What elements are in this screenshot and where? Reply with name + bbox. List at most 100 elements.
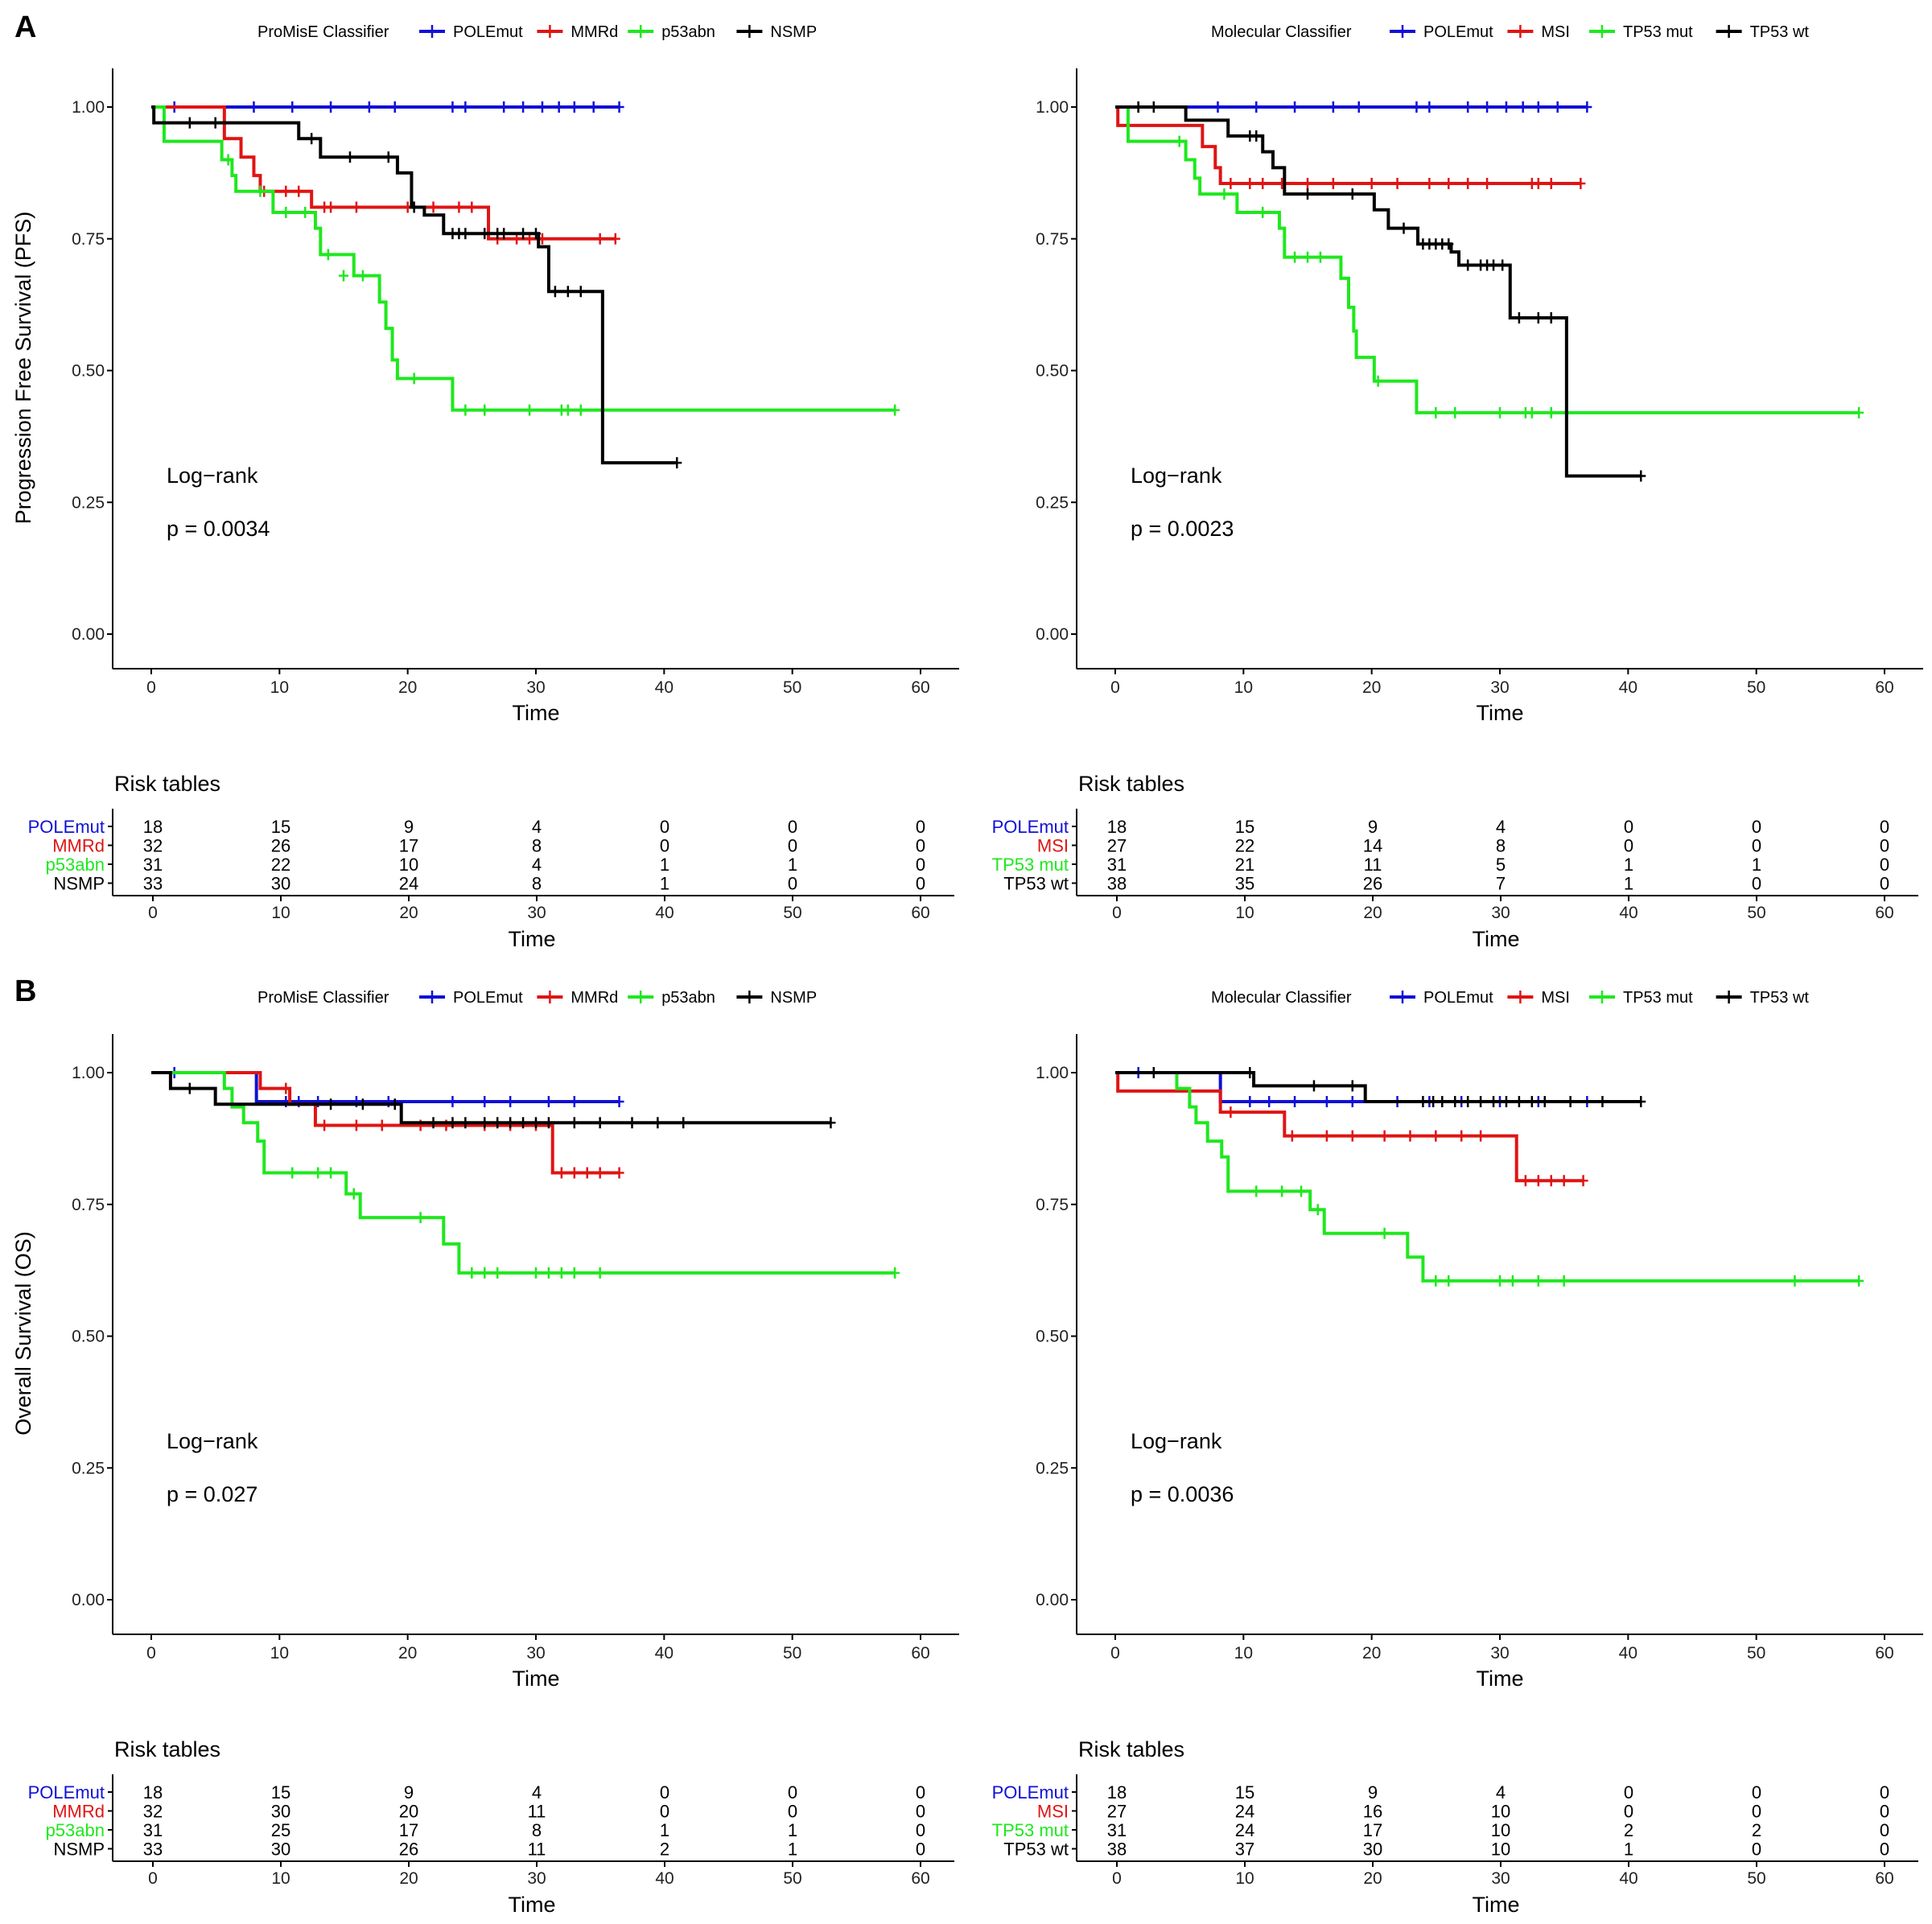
censor-mark (1328, 177, 1338, 189)
x-axis-title: Time (1477, 1667, 1524, 1691)
risk-row-label: MMRd (52, 836, 105, 856)
censor-mark (1489, 259, 1499, 271)
x-axis-title: Time (513, 701, 560, 725)
censor-mark (480, 404, 490, 416)
legend-title: Molecular Classifier (1211, 23, 1352, 41)
p-value-label: p = 0.0036 (1131, 1482, 1234, 1506)
risk-count: 32 (143, 1802, 163, 1822)
logrank-label: Log−rank (167, 1429, 258, 1453)
y-axis-title: Progression Free Survival (PFS) (11, 212, 35, 525)
censor-mark (1328, 101, 1338, 113)
censor-mark (377, 1119, 387, 1131)
censor-mark (1533, 101, 1543, 113)
censor-mark (1497, 259, 1508, 271)
censor-mark (505, 1096, 516, 1108)
risk-count: 1 (660, 874, 669, 894)
censor-mark (326, 101, 336, 113)
censor-mark (569, 1267, 579, 1279)
censor-mark (1578, 1175, 1588, 1187)
series-tp53-mut (1115, 1071, 1864, 1287)
censor-mark (1428, 1096, 1439, 1108)
censor-mark (1495, 1275, 1505, 1287)
censor-mark (1251, 130, 1262, 142)
censor-mark (1315, 251, 1325, 263)
censor-mark (1437, 1096, 1448, 1108)
risk-x-tick-label: 60 (911, 1869, 929, 1888)
censor-mark (653, 1117, 663, 1129)
y-tick-label-0: 0.00 (1036, 625, 1069, 644)
censor-mark (1405, 1130, 1415, 1142)
x-tick-label-0: 0 (1110, 678, 1120, 697)
legend-title: Molecular Classifier (1211, 989, 1352, 1007)
censor-mark (1526, 1096, 1537, 1108)
survival-curve (151, 1071, 831, 1125)
legend-title: ProMisE Classifier (257, 23, 389, 41)
risk-table-title: Risk tables (114, 1737, 220, 1761)
censor-mark (1854, 406, 1864, 418)
risk-x-tick-label: 20 (1363, 1869, 1382, 1888)
x-tick-label-4: 40 (1619, 678, 1637, 697)
legend-label-0: POLEmut (1423, 989, 1493, 1007)
censor-mark (1148, 1067, 1159, 1078)
risk-x-tick-label: 40 (655, 904, 674, 922)
censor-mark (287, 1167, 298, 1179)
risk-count: 8 (532, 836, 542, 856)
survival-curve (1115, 1071, 1584, 1183)
risk-count: 31 (1107, 1820, 1127, 1840)
survival-curve (151, 105, 616, 241)
censor-mark (339, 270, 348, 282)
censor-mark (460, 404, 471, 416)
censor-mark (1444, 1275, 1454, 1287)
chart-b-right: Molecular Classifier POLEmut MSI TP53 mut TP… (1036, 989, 1923, 1691)
risk-count: 4 (1496, 1782, 1506, 1802)
risk-count: 1 (660, 1820, 669, 1840)
risk-x-tick-label: 30 (527, 1869, 546, 1888)
survival-curve (151, 105, 896, 412)
legend-label-0: POLEmut (453, 23, 523, 41)
risk-count: 18 (1107, 817, 1127, 837)
censor-mark (1353, 101, 1364, 113)
risk-count: 0 (788, 1802, 797, 1822)
censor-mark (467, 201, 477, 213)
risk-x-tick-label: 60 (1875, 904, 1893, 922)
risk-count: 31 (143, 1820, 163, 1840)
censor-mark (569, 101, 579, 113)
risk-count: 8 (532, 874, 542, 894)
risk-x-axis-title: Time (509, 927, 556, 951)
series-tp53-mut (1115, 105, 1864, 418)
censor-mark (562, 286, 573, 298)
censor-mark (1576, 177, 1586, 189)
legend-label-2: TP53 mut (1623, 989, 1693, 1007)
x-tick-label-1: 10 (1234, 678, 1253, 697)
x-axis-title: Time (1477, 701, 1524, 725)
censor-mark (1347, 1080, 1357, 1092)
y-tick-label-3: 0.75 (72, 1196, 105, 1214)
censor-mark (249, 101, 259, 113)
risk-x-tick-label: 20 (399, 904, 418, 922)
series-mmrd (151, 105, 620, 245)
risk-count: 0 (1880, 1820, 1889, 1840)
p-value-label: p = 0.0023 (1131, 517, 1234, 541)
censor-mark (1582, 101, 1592, 113)
censor-mark (531, 1117, 541, 1129)
censor-mark (294, 185, 304, 197)
censor-mark (595, 1267, 605, 1279)
censor-mark (1533, 312, 1543, 323)
risk-count: 38 (1107, 1840, 1127, 1860)
x-tick-label-5: 50 (783, 1644, 801, 1662)
risk-count: 0 (1752, 1802, 1761, 1822)
censor-mark (454, 201, 464, 213)
panel-label-b: B (14, 974, 36, 1008)
risk-count: 15 (271, 1782, 290, 1802)
logrank-label: Log−rank (1131, 463, 1222, 488)
risk-count: 2 (1624, 1820, 1633, 1840)
censor-mark (1565, 1096, 1576, 1108)
censor-mark (480, 1117, 490, 1129)
x-tick-label-6: 60 (1875, 678, 1893, 697)
censor-mark (826, 1117, 836, 1129)
risk-count: 24 (1235, 1820, 1254, 1840)
risk-count: 0 (1752, 817, 1761, 837)
risk-x-tick-label: 10 (271, 904, 290, 922)
y-tick-label-3: 0.75 (72, 230, 105, 249)
